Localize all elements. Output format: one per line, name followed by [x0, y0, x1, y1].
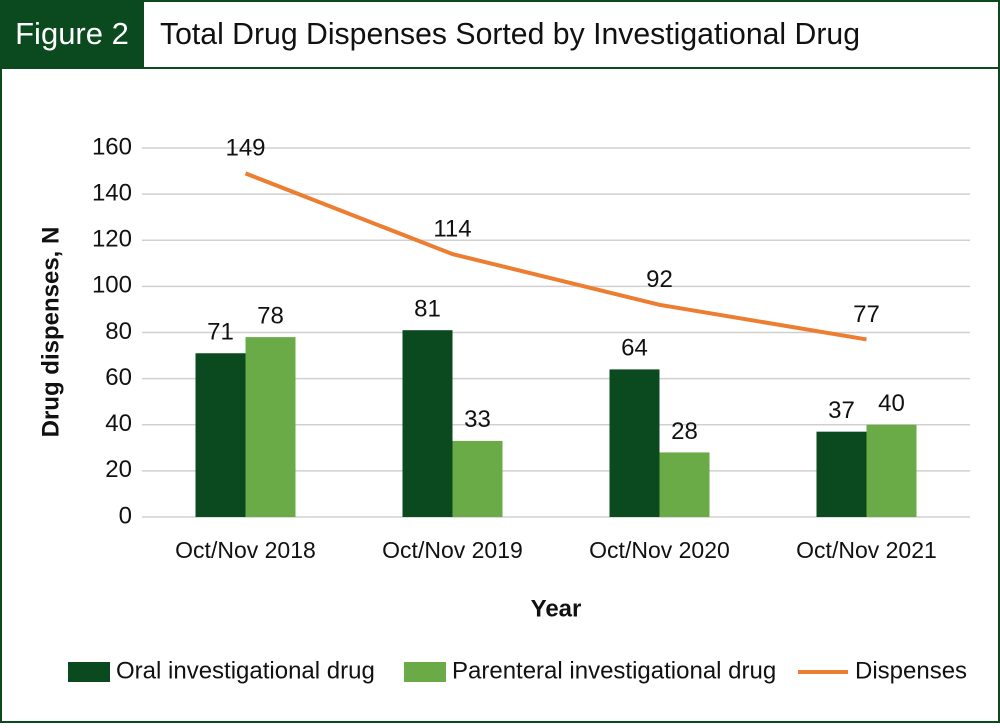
x-tick-label: Oct/Nov 2020 — [589, 537, 730, 563]
bar — [245, 337, 296, 517]
legend-swatch — [68, 662, 110, 682]
figure-label: Figure 2 — [15, 16, 129, 51]
bar-value-label: 37 — [828, 397, 855, 424]
bar-value-label: 64 — [621, 335, 648, 362]
x-tick-label: Oct/Nov 2021 — [796, 537, 937, 563]
line — [244, 171, 867, 342]
x-tick-label: Oct/Nov 2019 — [382, 537, 523, 563]
y-tick-label: 20 — [105, 456, 132, 483]
chart-title: Total Drug Dispenses Sorted by Investiga… — [160, 16, 860, 51]
y-tick-label: 160 — [92, 133, 132, 160]
bar — [816, 431, 867, 517]
y-axis-label: Drug dispenses, N — [37, 227, 64, 438]
x-axis-label: Year — [531, 595, 582, 622]
bar — [452, 440, 503, 517]
line-value-label: 149 — [225, 135, 265, 162]
bar-value-label: 33 — [464, 406, 491, 433]
y-tick-label: 120 — [92, 226, 132, 253]
y-tick-label: 0 — [119, 502, 132, 529]
bar-value-label: 28 — [671, 418, 698, 445]
legend-label: Oral investigational drug — [116, 657, 375, 684]
line-value-label: 92 — [646, 266, 673, 293]
bar — [609, 369, 660, 517]
y-tick-label: 100 — [92, 272, 132, 299]
legend-swatch — [404, 662, 446, 682]
bar — [866, 424, 917, 517]
y-tick-label: 60 — [105, 364, 132, 391]
y-tick-label: 40 — [105, 410, 132, 437]
legend-label: Parenteral investigational drug — [452, 657, 776, 684]
bar-value-label: 40 — [878, 390, 905, 417]
bar-value-label: 71 — [207, 319, 234, 346]
legend-label: Dispenses — [855, 657, 967, 684]
bar-value-label: 81 — [414, 296, 441, 323]
y-tick-label: 80 — [105, 318, 132, 345]
figure-badge — [1, 1, 144, 68]
bar — [402, 330, 453, 517]
bar — [195, 353, 246, 517]
bar-value-label: 78 — [257, 302, 284, 329]
x-tick-label: Oct/Nov 2018 — [175, 537, 316, 563]
line-value-label: 114 — [433, 215, 471, 242]
y-tick-label: 140 — [92, 179, 132, 206]
line-value-label: 77 — [853, 301, 880, 328]
bar — [659, 452, 710, 517]
